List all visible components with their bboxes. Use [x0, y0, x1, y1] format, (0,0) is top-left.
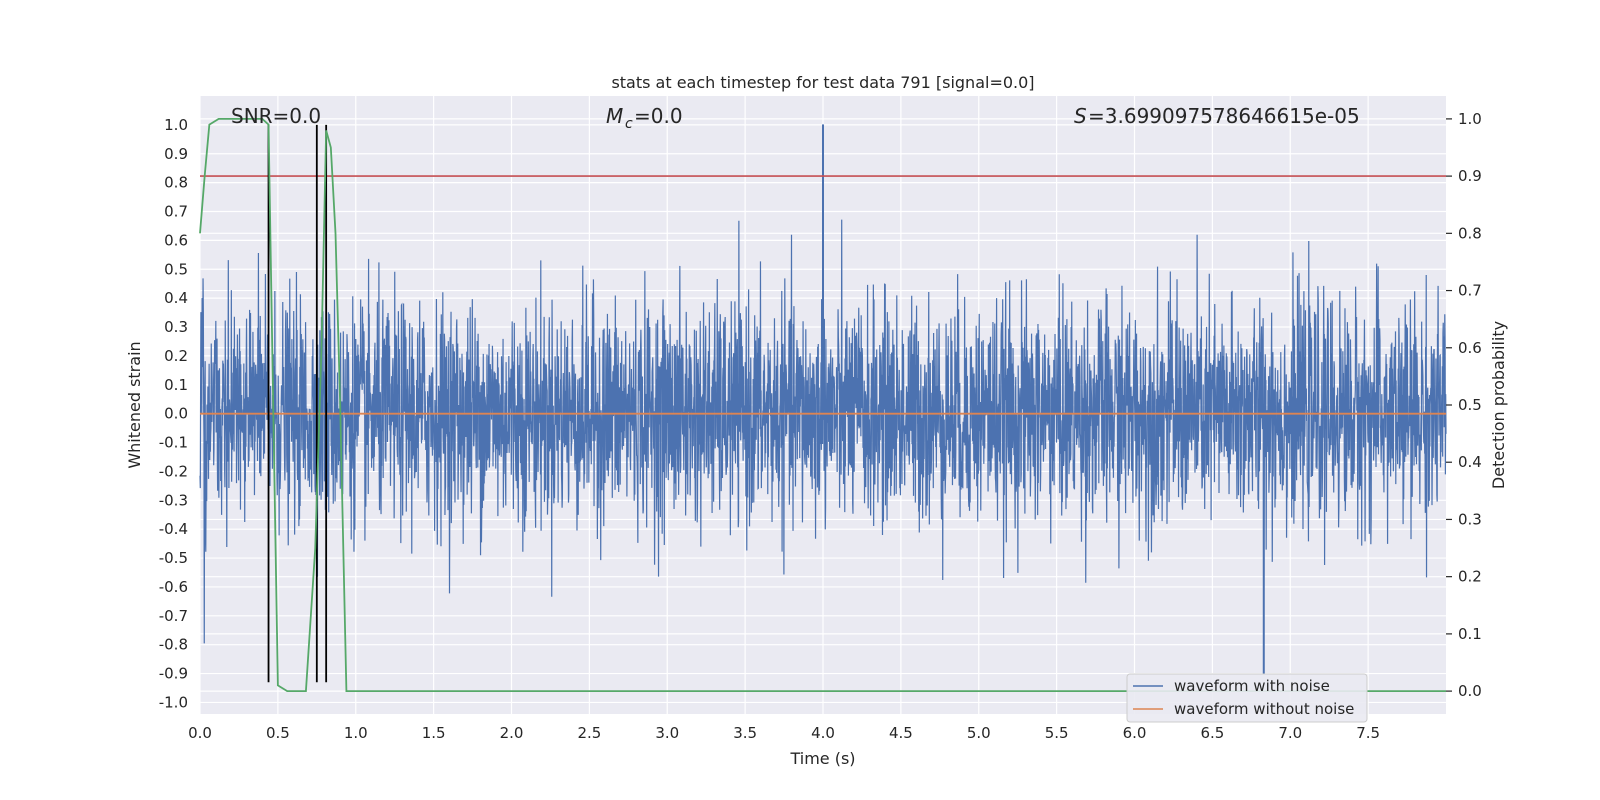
x-axis-label: Time (s): [789, 749, 855, 768]
y-left-tick-label: -0.1: [159, 434, 188, 452]
x-tick-label: 2.0: [500, 724, 524, 742]
y-right-tick-label: 0.6: [1458, 339, 1482, 357]
legend-label-clean: waveform without noise: [1174, 700, 1354, 718]
y-left-tick-label: 1.0: [164, 116, 188, 134]
y-left-tick-label: -0.8: [159, 636, 188, 654]
y-left-tick-label: -0.7: [159, 607, 188, 625]
x-tick-label: 3.5: [733, 724, 757, 742]
mc-symbol: M: [606, 104, 623, 128]
chart-title: stats at each timestep for test data 791…: [611, 73, 1034, 92]
s-annotation: S =3.699097578646615e-05: [1074, 104, 1360, 128]
y-left-tick-label: 0.9: [164, 145, 188, 163]
y-right-tick-label: 0.2: [1458, 568, 1482, 586]
x-tick-label: 5.5: [1045, 724, 1069, 742]
y-axis-left-ticks: 1.0 0.9 0.8 0.7 0.6 0.5 0.4 0.3 0.2 0.1 0.0 -0.1 -0.…: [159, 116, 188, 712]
y-left-tick-label: 0.0: [164, 405, 188, 423]
y-left-tick-label: 0.3: [164, 318, 188, 336]
y-right-tick-label: 0.4: [1458, 453, 1482, 471]
x-tick-label: 2.5: [577, 724, 601, 742]
mc-subscript: c: [625, 116, 633, 132]
snr-annotation: SNR=0.0: [231, 104, 321, 128]
y-left-tick-label: 0.7: [164, 203, 188, 221]
y-axis-left-label: Whitened strain: [125, 341, 144, 468]
x-tick-label: 3.0: [655, 724, 679, 742]
y-right-tick-label: 0.0: [1458, 682, 1482, 700]
y-right-tick-label: 0.3: [1458, 510, 1482, 528]
y-left-tick-label: 0.1: [164, 376, 188, 394]
x-tick-label: 0.5: [266, 724, 290, 742]
mc-annotation: M c =0.0: [606, 104, 683, 132]
detection-probability-series: [199, 117, 1446, 693]
legend-box: [1126, 673, 1368, 723]
y-right-tick-label: 0.9: [1458, 167, 1482, 185]
y-left-tick-label: 0.2: [164, 347, 188, 365]
s-value: =3.699097578646615e-05: [1088, 104, 1360, 128]
x-tick-label: 6.0: [1123, 724, 1147, 742]
y-left-tick-label: 0.5: [164, 260, 188, 278]
y-right-tick-label: 0.5: [1458, 396, 1482, 414]
legend: waveform with noise waveform without noi…: [1126, 673, 1368, 723]
x-tick-label: 1.5: [422, 724, 446, 742]
legend-label-noise: waveform with noise: [1174, 677, 1330, 695]
y-right-tick-label: 1.0: [1458, 110, 1482, 128]
y-right-tick-label: 0.7: [1458, 282, 1482, 300]
x-tick-label: 6.5: [1200, 724, 1224, 742]
y-right-tick-label: 0.1: [1458, 625, 1482, 643]
y-left-tick-label: 0.6: [164, 231, 188, 249]
x-tick-label: 7.5: [1356, 724, 1380, 742]
mc-value: =0.0: [634, 104, 683, 128]
x-tick-label: 4.5: [889, 724, 913, 742]
x-tick-label: 0.0: [188, 724, 212, 742]
y-left-tick-label: -0.4: [159, 520, 188, 538]
y-axis-right-ticks: 1.0 0.9 0.8 0.7 0.6 0.5 0.4 0.3 0.2 0.1 0.0: [1446, 110, 1482, 700]
detection-probability-line: [199, 117, 1446, 693]
y-left-tick-label: 0.4: [164, 289, 188, 307]
y-left-tick-label: 0.8: [164, 174, 188, 192]
x-tick-label: 4.0: [811, 724, 835, 742]
s-symbol: S: [1074, 104, 1087, 128]
x-tick-label: 1.0: [344, 724, 368, 742]
y-left-tick-label: -1.0: [159, 693, 188, 711]
x-axis-ticks: 0.0 0.5 1.0 1.5 2.0 2.5 3.0 3.5 4.0 4.5 5.0 5.5 6.0 6…: [188, 724, 1380, 742]
y-left-tick-label: -0.3: [159, 491, 188, 509]
y-axis-right-label: Detection probability: [1489, 321, 1508, 489]
x-tick-label: 5.0: [967, 724, 991, 742]
y-left-tick-label: -0.9: [159, 665, 188, 683]
y-left-tick-label: -0.5: [159, 549, 188, 567]
y-left-tick-label: -0.6: [159, 578, 188, 596]
y-right-tick-label: 0.8: [1458, 224, 1482, 242]
x-tick-label: 7.0: [1278, 724, 1302, 742]
vertical-markers: [267, 124, 328, 683]
y-left-tick-label: -0.2: [159, 462, 188, 480]
